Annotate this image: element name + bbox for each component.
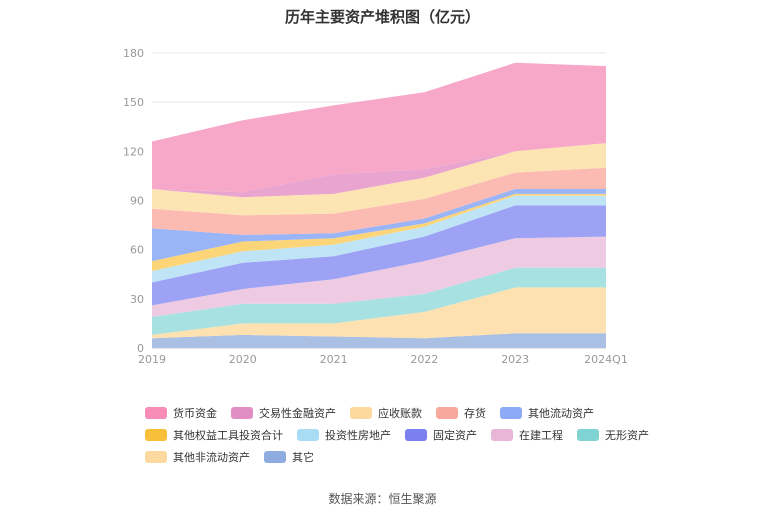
area-series: 固定资产 xyxy=(152,205,606,306)
area-series: 投资性房地产 xyxy=(152,195,606,283)
legend-label: 其他非流动资产 xyxy=(173,451,250,464)
legend-swatch xyxy=(264,451,286,463)
x-tick-label: 2024Q1 xyxy=(584,353,628,366)
legend-item[interactable]: 其它 xyxy=(264,449,314,465)
y-tick-label: 180 xyxy=(123,47,144,60)
legend-swatch xyxy=(491,429,513,441)
axis-layer: 0 30 60 90 120 150 180 2019 2020 2021 2022 2023 2024… xyxy=(123,47,628,366)
legend-swatch xyxy=(145,407,167,419)
legend-swatch xyxy=(405,429,427,441)
legend-label: 无形资产 xyxy=(605,429,649,442)
legend-label: 交易性金融资产 xyxy=(259,407,336,420)
legend-item[interactable]: 无形资产 xyxy=(577,427,649,443)
legend-item[interactable]: 在建工程 xyxy=(491,427,563,443)
legend-label: 存货 xyxy=(464,407,486,420)
legend-item[interactable]: 其他权益工具投资合计 xyxy=(145,427,283,443)
y-tick-label: 60 xyxy=(130,244,144,257)
legend-label: 货币资金 xyxy=(173,407,217,420)
x-tick-label: 2023 xyxy=(501,353,529,366)
y-tick-label: 30 xyxy=(130,293,144,306)
area-series: 存货 xyxy=(152,167,606,235)
y-tick-label: 0 xyxy=(137,342,144,355)
x-tick-label: 2021 xyxy=(320,353,348,366)
legend-item[interactable]: 存货 xyxy=(436,405,486,421)
legend-swatch xyxy=(145,451,167,463)
data-source: 数据来源：恒生聚源 xyxy=(328,492,437,506)
legend-item[interactable]: 其他非流动资产 xyxy=(145,449,250,465)
legend-label: 在建工程 xyxy=(519,429,563,442)
x-tick-label: 2019 xyxy=(138,353,166,366)
legend-label: 应收账款 xyxy=(378,407,422,420)
legend-label: 其他流动资产 xyxy=(528,407,594,420)
legend-item[interactable]: 应收账款 xyxy=(350,405,422,421)
area-series: 无形资产 xyxy=(152,267,606,335)
area-series: 在建工程 xyxy=(152,236,606,317)
legend-swatch xyxy=(436,407,458,419)
x-tick-label: 2022 xyxy=(410,353,438,366)
legend-swatch xyxy=(145,429,167,441)
legend-row: 货币资金 交易性金融资产 应收账款 存货 其他流动资产 xyxy=(145,402,665,424)
legend-row: 其他权益工具投资合计 投资性房地产 固定资产 在建工程 无形资产 xyxy=(145,424,665,446)
area-series: 交易性金融资产 xyxy=(152,143,606,198)
legend-label: 投资性房地产 xyxy=(325,429,391,442)
area-series: 货币资金 xyxy=(152,62,606,193)
legend-item[interactable]: 投资性房地产 xyxy=(297,427,391,443)
legend-row: 其他非流动资产 其它 xyxy=(145,446,665,468)
legend-swatch xyxy=(350,407,372,419)
area-series: 其它 xyxy=(152,333,606,348)
legend-item[interactable]: 交易性金融资产 xyxy=(231,405,336,421)
legend-item[interactable]: 固定资产 xyxy=(405,427,477,443)
legend-swatch xyxy=(500,407,522,419)
legend-swatch xyxy=(231,407,253,419)
chart-title: 历年主要资产堆积图（亿元） xyxy=(284,8,480,26)
area-series: 其他非流动资产 xyxy=(152,287,606,339)
legend-label: 固定资产 xyxy=(433,429,477,442)
legend-label: 其它 xyxy=(292,451,314,464)
y-tick-label: 90 xyxy=(130,195,144,208)
x-tick-label: 2020 xyxy=(229,353,257,366)
area-series: 应收账款 xyxy=(152,143,606,216)
y-tick-label: 150 xyxy=(123,96,144,109)
legend: 货币资金 交易性金融资产 应收账款 存货 其他流动资产其他权益工具投资合计 投资性房地产 固… xyxy=(145,402,665,468)
legend-item[interactable]: 货币资金 xyxy=(145,405,217,421)
y-tick-label: 120 xyxy=(123,145,144,158)
legend-swatch xyxy=(297,429,319,441)
legend-swatch xyxy=(577,429,599,441)
stacked-area-chart: 其它其他非流动资产无形资产在建工程固定资产投资性房地产其他权益工具投资合计其他流… xyxy=(123,47,628,366)
legend-label: 其他权益工具投资合计 xyxy=(173,429,283,442)
legend-item[interactable]: 其他流动资产 xyxy=(500,405,594,421)
area-series: 其他权益工具投资合计 xyxy=(152,193,606,271)
area-layer: 其它其他非流动资产无形资产在建工程固定资产投资性房地产其他权益工具投资合计其他流… xyxy=(152,62,606,348)
